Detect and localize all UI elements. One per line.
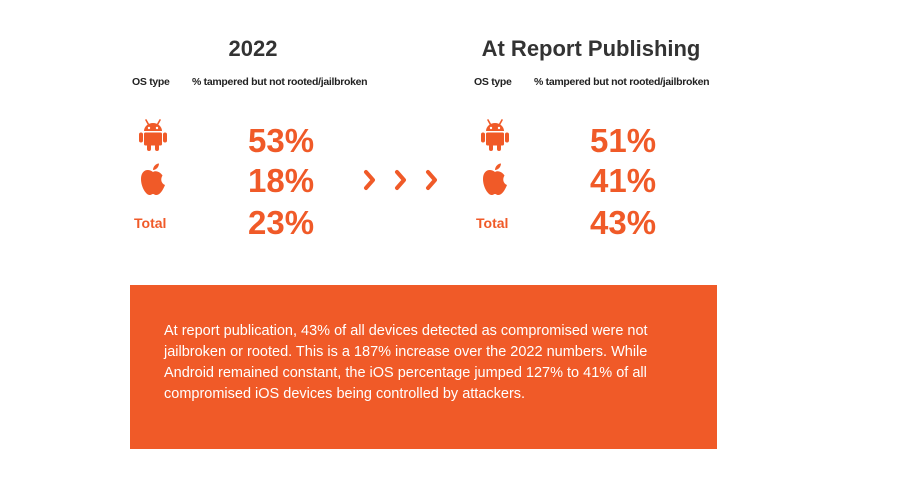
total-report-value: 43% — [590, 204, 657, 241]
panel-title: 2022 — [228, 36, 278, 61]
column-header-os-type: OS type — [474, 76, 512, 88]
summary-callout: At report publication, 43% of all device… — [130, 285, 717, 449]
column-header-percentage: % tampered but not rooted/jailbroken — [192, 76, 368, 88]
column-header-percentage: % tampered but not rooted/jailbroken — [534, 76, 710, 88]
total-label: Total — [134, 215, 167, 231]
apple-icon — [483, 163, 507, 195]
total-label: Total — [476, 215, 509, 231]
android-2022-value: 53% — [248, 122, 315, 159]
apple-2022-value: 18% — [248, 162, 315, 199]
summary-text: At report publication, 43% of all device… — [164, 323, 648, 402]
android-icon — [139, 119, 167, 151]
panel-title: At Report Publishing — [481, 36, 701, 61]
chevron-right-arrows-icon — [364, 170, 437, 190]
total-2022-value: 23% — [248, 204, 315, 241]
android-icon — [481, 119, 509, 151]
android-report-value: 51% — [590, 122, 657, 159]
apple-icon — [141, 163, 165, 195]
apple-report-value: 41% — [590, 162, 657, 199]
column-header-os-type: OS type — [132, 76, 170, 88]
